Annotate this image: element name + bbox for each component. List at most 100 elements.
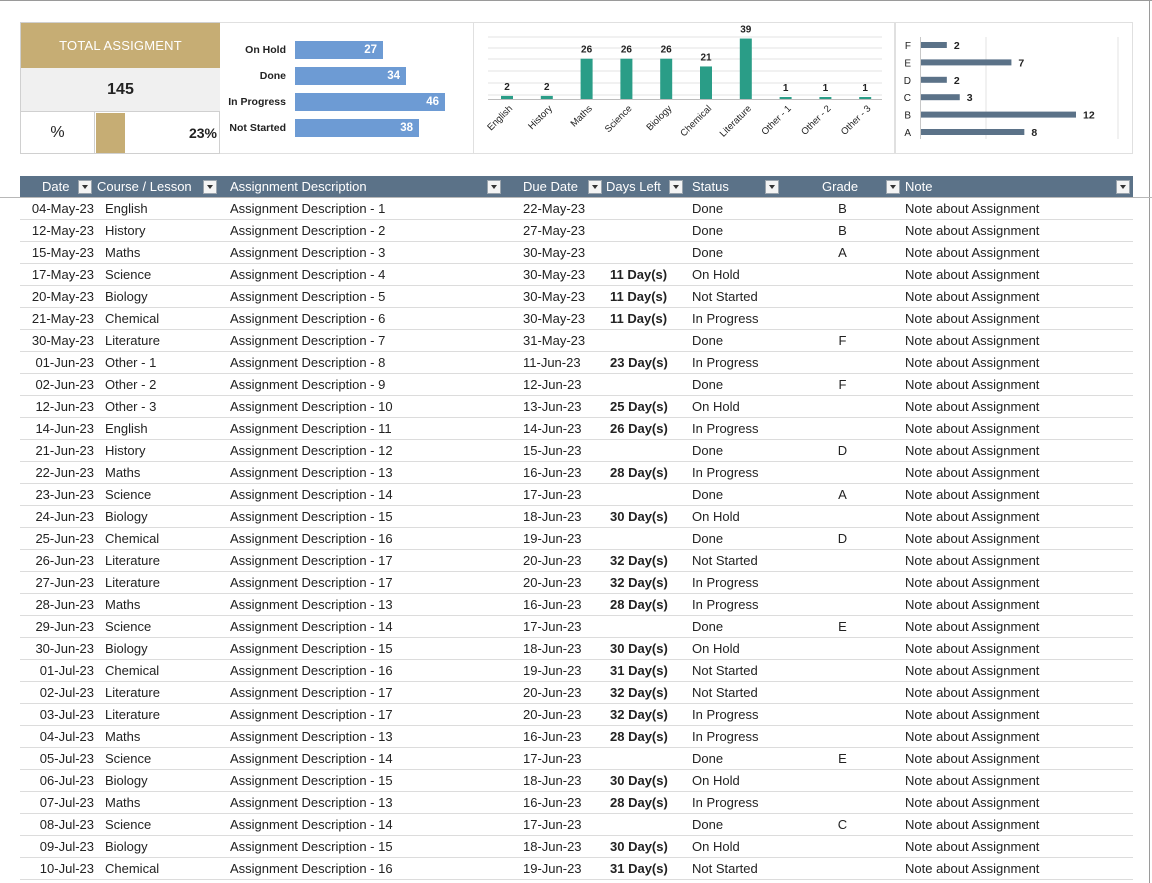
cell-grade[interactable]: A xyxy=(838,245,847,260)
cell-course[interactable]: Other - 2 xyxy=(105,377,157,392)
cell-description[interactable]: Assignment Description - 13 xyxy=(230,465,393,480)
cell-grade[interactable]: F xyxy=(838,377,847,392)
cell-days-left[interactable]: 25 Day(s) xyxy=(610,399,668,414)
cell-note[interactable]: Note about Assignment xyxy=(905,751,1040,766)
cell-date[interactable]: 04-May-23 xyxy=(31,201,94,216)
cell-due-date[interactable]: 17-Jun-23 xyxy=(523,487,582,502)
cell-due-date[interactable]: 17-Jun-23 xyxy=(523,619,582,634)
cell-note[interactable]: Note about Assignment xyxy=(905,377,1040,392)
cell-course[interactable]: Chemical xyxy=(105,861,160,876)
cell-date[interactable]: 25-Jun-23 xyxy=(35,531,94,546)
cell-course[interactable]: Maths xyxy=(105,245,141,260)
cell-days-left[interactable]: 11 Day(s) xyxy=(610,311,668,326)
cell-date[interactable]: 21-Jun-23 xyxy=(35,443,94,458)
cell-grade[interactable]: C xyxy=(837,817,848,832)
cell-course[interactable]: Science xyxy=(105,619,152,634)
cell-course[interactable]: Literature xyxy=(105,707,160,722)
cell-days-left[interactable]: 32 Day(s) xyxy=(610,707,668,722)
cell-course[interactable]: Biology xyxy=(105,839,148,854)
cell-days-left[interactable]: 30 Day(s) xyxy=(610,773,668,788)
cell-due-date[interactable]: 20-Jun-23 xyxy=(523,685,582,700)
cell-description[interactable]: Assignment Description - 9 xyxy=(230,377,386,392)
header-grade[interactable]: Grade xyxy=(822,179,859,194)
cell-description[interactable]: Assignment Description - 15 xyxy=(230,773,393,788)
cell-course[interactable]: Other - 3 xyxy=(105,399,157,414)
cell-due-date[interactable]: 18-Jun-23 xyxy=(523,641,582,656)
cell-note[interactable]: Note about Assignment xyxy=(905,465,1040,480)
table-row[interactable]: 25-Jun-23 Chemical Assignment Description … xyxy=(20,528,1133,550)
cell-due-date[interactable]: 22-May-23 xyxy=(523,201,586,216)
cell-course[interactable]: English xyxy=(105,201,148,216)
cell-note[interactable]: Note about Assignment xyxy=(905,267,1040,282)
cell-course[interactable]: Chemical xyxy=(105,663,160,678)
cell-description[interactable]: Assignment Description - 2 xyxy=(230,223,386,238)
cell-status[interactable]: Done xyxy=(692,443,724,458)
cell-grade[interactable]: A xyxy=(838,487,847,502)
table-row[interactable]: 21-Jun-23 History Assignment Description -… xyxy=(20,440,1133,462)
grade-chart[interactable]: F 2 E 7 D 2 C 3 B 12 A 8 xyxy=(895,22,1133,154)
cell-course[interactable]: History xyxy=(105,443,146,458)
cell-date[interactable]: 02-Jun-23 xyxy=(35,377,94,392)
cell-due-date[interactable]: 11-Jun-23 xyxy=(523,355,581,370)
cell-description[interactable]: Assignment Description - 5 xyxy=(230,289,386,304)
cell-course[interactable]: Literature xyxy=(105,575,160,590)
cell-note[interactable]: Note about Assignment xyxy=(905,311,1040,326)
header-description[interactable]: Assignment Description xyxy=(230,179,367,194)
cell-status[interactable]: In Progress xyxy=(692,575,759,590)
filter-date-button[interactable] xyxy=(78,180,92,194)
table-row[interactable]: 14-Jun-23 English Assignment Description -… xyxy=(20,418,1133,440)
cell-grade[interactable]: B xyxy=(838,201,847,216)
cell-course[interactable]: Biology xyxy=(105,289,148,304)
table-row[interactable]: 01-Jun-23 Other - 1 Assignment Description… xyxy=(20,352,1133,374)
cell-due-date[interactable]: 16-Jun-23 xyxy=(523,465,582,480)
cell-note[interactable]: Note about Assignment xyxy=(905,509,1040,524)
cell-days-left[interactable]: 11 Day(s) xyxy=(610,267,668,282)
filter-description-button[interactable] xyxy=(487,180,501,194)
cell-description[interactable]: Assignment Description - 14 xyxy=(230,619,393,634)
filter-grade-button[interactable] xyxy=(886,180,900,194)
table-row[interactable]: 26-Jun-23 Literature Assignment Descriptio… xyxy=(20,550,1133,572)
cell-note[interactable]: Note about Assignment xyxy=(905,619,1040,634)
cell-status[interactable]: On Hold xyxy=(692,509,740,524)
cell-days-left[interactable]: 28 Day(s) xyxy=(610,597,668,612)
cell-note[interactable]: Note about Assignment xyxy=(905,795,1040,810)
cell-date[interactable]: 27-Jun-23 xyxy=(35,575,94,590)
cell-days-left[interactable]: 30 Day(s) xyxy=(610,509,668,524)
filter-course-button[interactable] xyxy=(203,180,217,194)
table-row[interactable]: 07-Jul-23 Maths Assignment Description - 1… xyxy=(20,792,1133,814)
cell-days-left[interactable]: 30 Day(s) xyxy=(610,839,668,854)
cell-date[interactable]: 23-Jun-23 xyxy=(35,487,94,502)
cell-date[interactable]: 12-May-23 xyxy=(31,223,94,238)
cell-date[interactable]: 22-Jun-23 xyxy=(35,465,94,480)
cell-description[interactable]: Assignment Description - 13 xyxy=(230,597,393,612)
table-row[interactable]: 30-May-23 Literature Assignment Descriptio… xyxy=(20,330,1133,352)
cell-date[interactable]: 14-Jun-23 xyxy=(35,421,94,436)
cell-grade[interactable]: E xyxy=(838,619,847,634)
cell-description[interactable]: Assignment Description - 1 xyxy=(230,201,386,216)
cell-status[interactable]: Done xyxy=(692,245,724,260)
header-days-left[interactable]: Days Left xyxy=(606,179,661,194)
cell-days-left[interactable]: 32 Day(s) xyxy=(610,553,668,568)
cell-note[interactable]: Note about Assignment xyxy=(905,817,1040,832)
cell-description[interactable]: Assignment Description - 14 xyxy=(230,487,393,502)
cell-status[interactable]: On Hold xyxy=(692,641,740,656)
cell-description[interactable]: Assignment Description - 11 xyxy=(230,421,392,436)
cell-status[interactable]: Not Started xyxy=(692,663,758,678)
cell-days-left[interactable]: 31 Day(s) xyxy=(610,861,668,876)
cell-course[interactable]: English xyxy=(105,421,148,436)
cell-description[interactable]: Assignment Description - 15 xyxy=(230,641,393,656)
cell-status[interactable]: In Progress xyxy=(692,795,759,810)
cell-days-left[interactable]: 28 Day(s) xyxy=(610,465,668,480)
cell-due-date[interactable]: 19-Jun-23 xyxy=(523,861,582,876)
filter-days-left-button[interactable] xyxy=(669,180,683,194)
cell-grade[interactable]: E xyxy=(838,751,847,766)
cell-due-date[interactable]: 14-Jun-23 xyxy=(523,421,582,436)
cell-days-left[interactable]: 26 Day(s) xyxy=(610,421,668,436)
cell-course[interactable]: Literature xyxy=(105,553,160,568)
cell-course[interactable]: Biology xyxy=(105,773,148,788)
cell-days-left[interactable]: 31 Day(s) xyxy=(610,663,668,678)
cell-due-date[interactable]: 18-Jun-23 xyxy=(523,839,582,854)
table-row[interactable]: 01-Jul-23 Chemical Assignment Description … xyxy=(20,660,1133,682)
cell-due-date[interactable]: 20-Jun-23 xyxy=(523,707,582,722)
table-row[interactable]: 22-Jun-23 Maths Assignment Description - 1… xyxy=(20,462,1133,484)
